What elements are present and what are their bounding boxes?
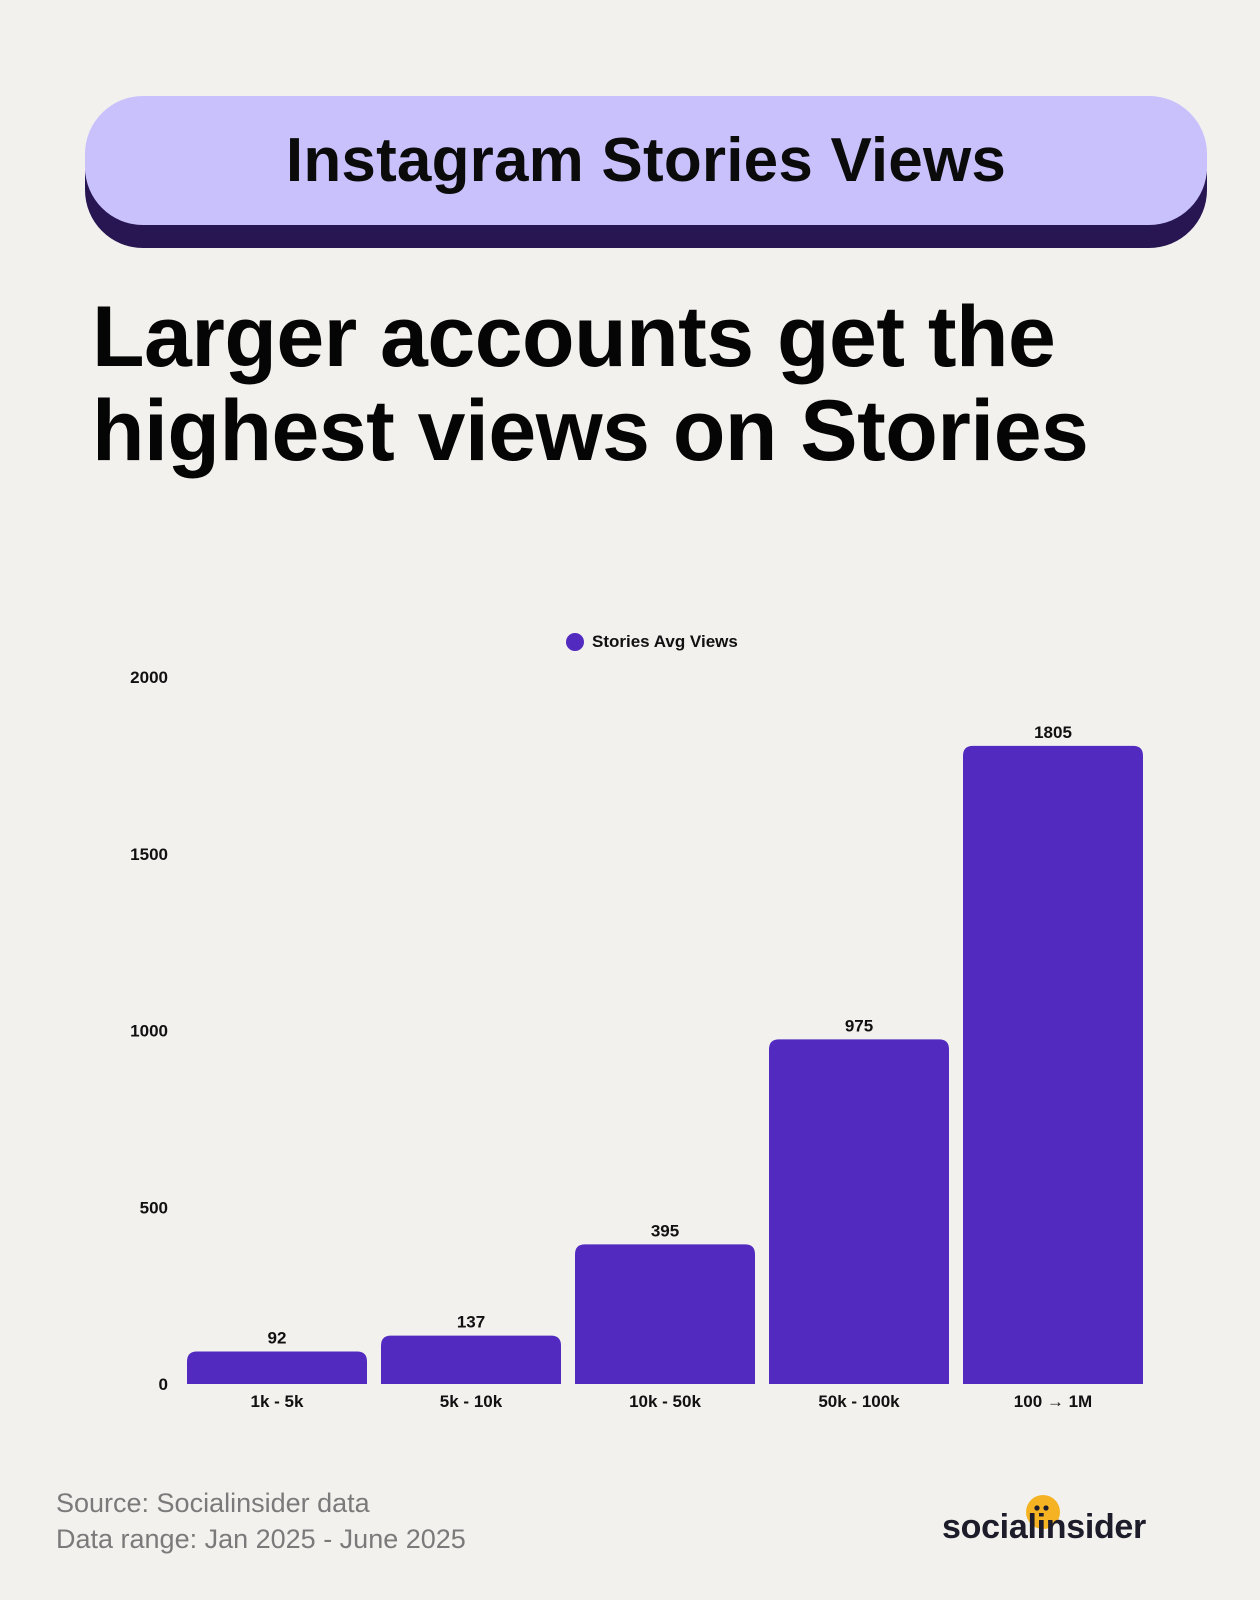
date-range-note: Data range: Jan 2025 - June 2025 bbox=[56, 1524, 466, 1554]
source-note: Source: Socialinsider data bbox=[56, 1488, 370, 1518]
headline-line-2: highest views on Stories bbox=[92, 383, 1089, 479]
y-tick-label: 1000 bbox=[130, 1022, 168, 1041]
x-tick-label: 5k - 10k bbox=[440, 1392, 503, 1411]
bar bbox=[187, 1351, 367, 1384]
x-tick-label: 50k - 100k bbox=[818, 1392, 900, 1411]
headline-line-1: Larger accounts get the bbox=[92, 289, 1056, 385]
legend-swatch bbox=[566, 633, 584, 651]
chart-legend: Stories Avg Views bbox=[566, 632, 738, 652]
bar-value-label: 1805 bbox=[1034, 723, 1072, 742]
bar-chart: 0 500 1000 1500 2000 92 1k - 5k 137 5k - 10k 395 1… bbox=[130, 668, 1143, 1411]
pill-title: Instagram Stories Views bbox=[285, 126, 1007, 195]
bar-value-label: 137 bbox=[457, 1313, 485, 1332]
bar bbox=[575, 1244, 755, 1384]
bar bbox=[963, 745, 1143, 1384]
y-tick-label: 1500 bbox=[130, 845, 168, 864]
y-tick-label: 2000 bbox=[130, 668, 168, 687]
bar bbox=[769, 1039, 949, 1384]
headline: Larger accounts get the highest views on… bbox=[92, 290, 1232, 478]
x-tick-label: 10k - 50k bbox=[629, 1392, 701, 1411]
brand-wordmark: socialinsider bbox=[942, 1508, 1146, 1546]
y-tick-label: 500 bbox=[140, 1198, 168, 1217]
bar-value-label: 975 bbox=[845, 1016, 873, 1035]
legend-label: Stories Avg Views bbox=[592, 632, 738, 651]
bar-value-label: 395 bbox=[651, 1221, 679, 1240]
x-tick-label: 100 → 1M bbox=[1014, 1392, 1092, 1411]
y-tick-label: 0 bbox=[159, 1375, 168, 1394]
bar bbox=[381, 1335, 561, 1384]
title-pill: Instagram Stories Views bbox=[85, 96, 1207, 225]
x-tick-label: 1k - 5k bbox=[251, 1392, 304, 1411]
bar-value-label: 92 bbox=[268, 1328, 287, 1347]
brand-logo-icon bbox=[1026, 1495, 1060, 1529]
